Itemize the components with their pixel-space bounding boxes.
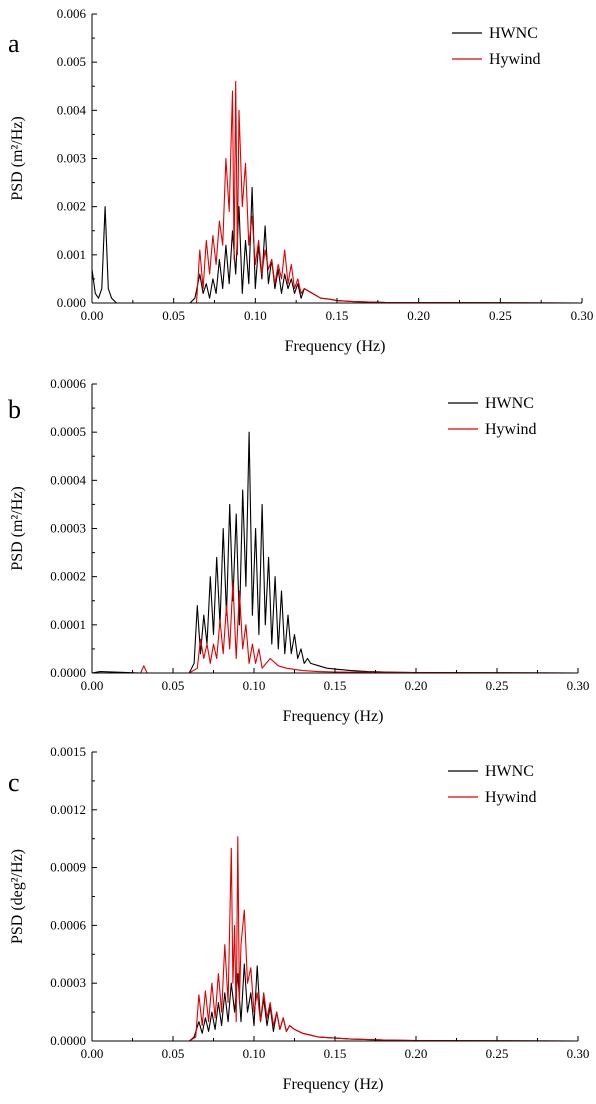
panel-letter: b <box>8 395 21 424</box>
legend-label-hywind: Hywind <box>489 51 541 68</box>
legend: HWNC Hywind <box>448 763 537 806</box>
x-tick-label: 0.05 <box>162 308 185 323</box>
y-tick-label: 0.0002 <box>50 569 86 584</box>
x-tick-label: 0.10 <box>244 308 267 323</box>
y-tick-label: 0.0004 <box>50 472 86 487</box>
y-tick-label: 0.002 <box>57 199 86 214</box>
legend: HWNC Hywind <box>448 395 537 438</box>
legend-label-hwnc: HWNC <box>489 25 538 42</box>
y-tick-label: 0.0005 <box>50 424 86 439</box>
y-tick-label: 0.0012 <box>50 802 86 817</box>
x-axis-title: Frequency (Hz) <box>283 1076 384 1093</box>
y-tick-label: 0.006 <box>57 6 87 21</box>
x-tick-label: 0.10 <box>243 678 266 693</box>
y-tick-label: 0.003 <box>57 151 86 166</box>
series-line-hwnc <box>91 186 583 304</box>
panel-letter: c <box>8 768 20 797</box>
y-tick-label: 0.0000 <box>50 665 86 680</box>
x-axis-title: Frequency (Hz) <box>283 708 384 725</box>
x-tick-label: 0.05 <box>162 678 185 693</box>
x-tick-label: 0.05 <box>162 1046 185 1061</box>
panel-letter: a <box>8 29 20 58</box>
y-tick-label: 0.000 <box>57 295 86 310</box>
x-tick-label: 0.20 <box>405 1046 428 1061</box>
series-line-hywind <box>92 580 579 674</box>
x-tick-label: 0.30 <box>567 1046 590 1061</box>
legend-label-hywind: Hywind <box>485 789 537 806</box>
series-line-hywind <box>92 836 579 1042</box>
y-axis-title: PSD (m²/Hz) <box>9 116 26 200</box>
y-axis-title: PSD (deg²/Hz) <box>9 849 26 944</box>
y-tick-label: 0.0009 <box>50 860 86 875</box>
y-tick-label: 0.0006 <box>50 917 86 932</box>
x-tick-label: 0.20 <box>405 678 428 693</box>
x-tick-label: 0.25 <box>486 678 509 693</box>
y-tick-label: 0.0015 <box>50 744 86 759</box>
y-tick-label: 0.0001 <box>50 617 86 632</box>
x-tick-label: 0.00 <box>81 1046 104 1061</box>
y-tick-label: 0.001 <box>57 247 86 262</box>
x-tick-label: 0.00 <box>81 308 104 323</box>
chart-panel-b: 0.00 0.05 0.10 0.15 0.20 0.25 0.30 0.0000 0.0001… <box>8 376 589 725</box>
x-tick-label: 0.15 <box>326 308 349 323</box>
y-tick-label: 0.0000 <box>50 1033 86 1048</box>
legend: HWNC Hywind <box>452 25 541 68</box>
series-line-hwnc <box>92 963 579 1042</box>
y-tick-label: 0.0006 <box>50 376 86 391</box>
y-tick-label: 0.0003 <box>50 975 86 990</box>
y-tick-label: 0.0003 <box>50 521 86 536</box>
x-tick-label: 0.15 <box>324 678 347 693</box>
x-tick-label: 0.15 <box>324 1046 347 1061</box>
x-tick-label: 0.00 <box>81 678 104 693</box>
y-tick-label: 0.005 <box>57 54 86 69</box>
x-tick-label: 0.25 <box>489 308 512 323</box>
x-tick-label: 0.30 <box>567 678 590 693</box>
legend-label-hwnc: HWNC <box>485 395 534 412</box>
x-axis-title: Frequency (Hz) <box>285 338 386 355</box>
series-line-hwnc <box>91 431 579 674</box>
x-tick-label: 0.20 <box>407 308 430 323</box>
y-axis-title: PSD (m²/Hz) <box>9 486 26 570</box>
legend-label-hywind: Hywind <box>485 421 537 438</box>
legend-label-hwnc: HWNC <box>485 763 534 780</box>
x-tick-label: 0.10 <box>243 1046 266 1061</box>
x-tick-label: 0.25 <box>486 1046 509 1061</box>
chart-panel-c: 0.00 0.05 0.10 0.15 0.20 0.25 0.30 0.0000 0.0003… <box>8 744 589 1093</box>
y-tick-label: 0.004 <box>57 102 87 117</box>
x-tick-label: 0.30 <box>571 308 594 323</box>
series-line-hywind <box>92 80 583 304</box>
chart-panel-a: 0.00 0.05 0.10 0.15 0.20 0.25 0.30 0.000 0.001 0.… <box>8 6 593 355</box>
